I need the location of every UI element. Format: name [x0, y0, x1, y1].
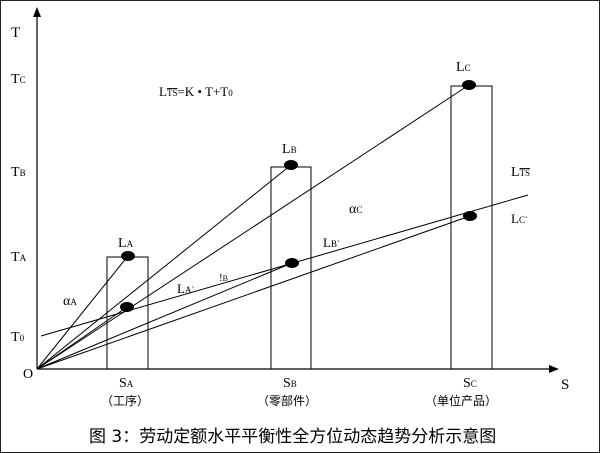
label-beta-b: !B: [219, 272, 228, 284]
bar-c: [450, 85, 493, 370]
label-la-prime: LA`: [177, 281, 194, 296]
x-axis-label: S: [561, 377, 569, 393]
ray-to-lb: [36, 164, 292, 370]
point-lc: [462, 80, 476, 90]
label-lb-prime: LB`: [323, 235, 340, 250]
label-la: LA: [118, 236, 134, 251]
points: [120, 80, 477, 312]
angle-alpha-a: αA: [63, 294, 77, 309]
ray-to-la-prime: [36, 306, 128, 370]
formula: LTS=K • T+T0: [159, 84, 233, 99]
origin-label: O: [23, 367, 33, 382]
x-tick-sc: SC: [463, 376, 477, 391]
axes: [33, 7, 559, 373]
label-lc-prime: LC`: [511, 211, 528, 226]
figure-caption: 图 3：劳动定额水平平衡性全方位动态趋势分析示意图: [89, 427, 496, 447]
label-lc: LC: [456, 60, 471, 75]
rays: [36, 84, 471, 370]
x-tick-note-a: （工序）: [101, 393, 149, 408]
point-lb-prime: [285, 258, 299, 268]
point-la-prime: [120, 302, 134, 312]
trend-line-lts: [40, 194, 529, 337]
y-tick-t0: T0: [11, 330, 25, 345]
ray-to-lb-prime: [36, 262, 293, 370]
y-tick-tc: TC: [11, 72, 26, 87]
ray-to-lc-prime: [36, 215, 471, 370]
point-lb: [284, 160, 298, 170]
y-axis-label: T: [11, 25, 20, 41]
x-tick-note-c: （单位产品）: [425, 393, 497, 408]
label-lts: LTS: [511, 165, 530, 180]
x-tick-sb: SB: [283, 376, 297, 391]
point-la: [121, 251, 135, 261]
bars: [106, 85, 493, 370]
point-lc-prime: [463, 211, 477, 221]
label-lb: LB: [282, 142, 297, 157]
x-axis-arrow: [549, 365, 559, 373]
ray-to-lc: [36, 84, 470, 370]
x-tick-note-b: （零部件）: [257, 393, 317, 408]
y-axis-arrow: [33, 7, 41, 17]
y-tick-tb: TB: [11, 165, 26, 180]
y-tick-ta: TA: [11, 250, 27, 265]
angle-alpha-c: αC: [349, 202, 362, 217]
ray-to-la: [36, 255, 129, 370]
x-tick-sa: SA: [119, 376, 134, 391]
